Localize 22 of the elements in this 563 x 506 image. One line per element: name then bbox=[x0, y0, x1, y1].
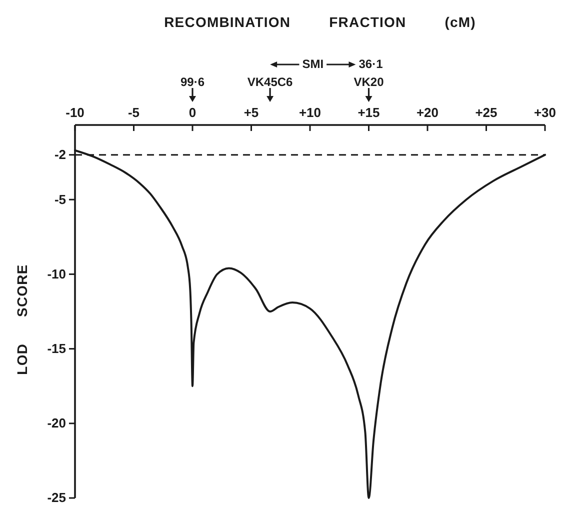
x-tick-label: +10 bbox=[298, 105, 322, 120]
x-tick-label: +15 bbox=[358, 105, 380, 120]
text: VK20 bbox=[354, 75, 384, 89]
x-tick-label: +25 bbox=[475, 105, 498, 120]
chart-title: RECOMBINATION FRACTION (cM) bbox=[164, 14, 476, 30]
x-tick-label: -5 bbox=[128, 105, 140, 120]
text: 99·6 bbox=[180, 75, 205, 89]
y-tick-label: -20 bbox=[47, 416, 66, 431]
y-tick-label: -10 bbox=[47, 266, 66, 282]
x-tick-label: +30 bbox=[534, 105, 556, 120]
x-tick-label: 0 bbox=[188, 105, 196, 120]
text: SMI bbox=[302, 57, 324, 71]
y-tick-label: -15 bbox=[47, 340, 66, 356]
text: VK45C6 bbox=[247, 75, 294, 89]
x-tick-label: +20 bbox=[416, 105, 439, 120]
y-tick-label: -2 bbox=[54, 147, 66, 162]
y-tick-label: -25 bbox=[47, 490, 66, 506]
x-tick-label: -10 bbox=[66, 105, 84, 120]
y-tick-label: -5 bbox=[54, 192, 66, 207]
y-axis-title: LOD SCORE bbox=[14, 264, 30, 375]
text: 36·1 bbox=[358, 57, 384, 71]
x-tick-label: +5 bbox=[244, 105, 259, 120]
